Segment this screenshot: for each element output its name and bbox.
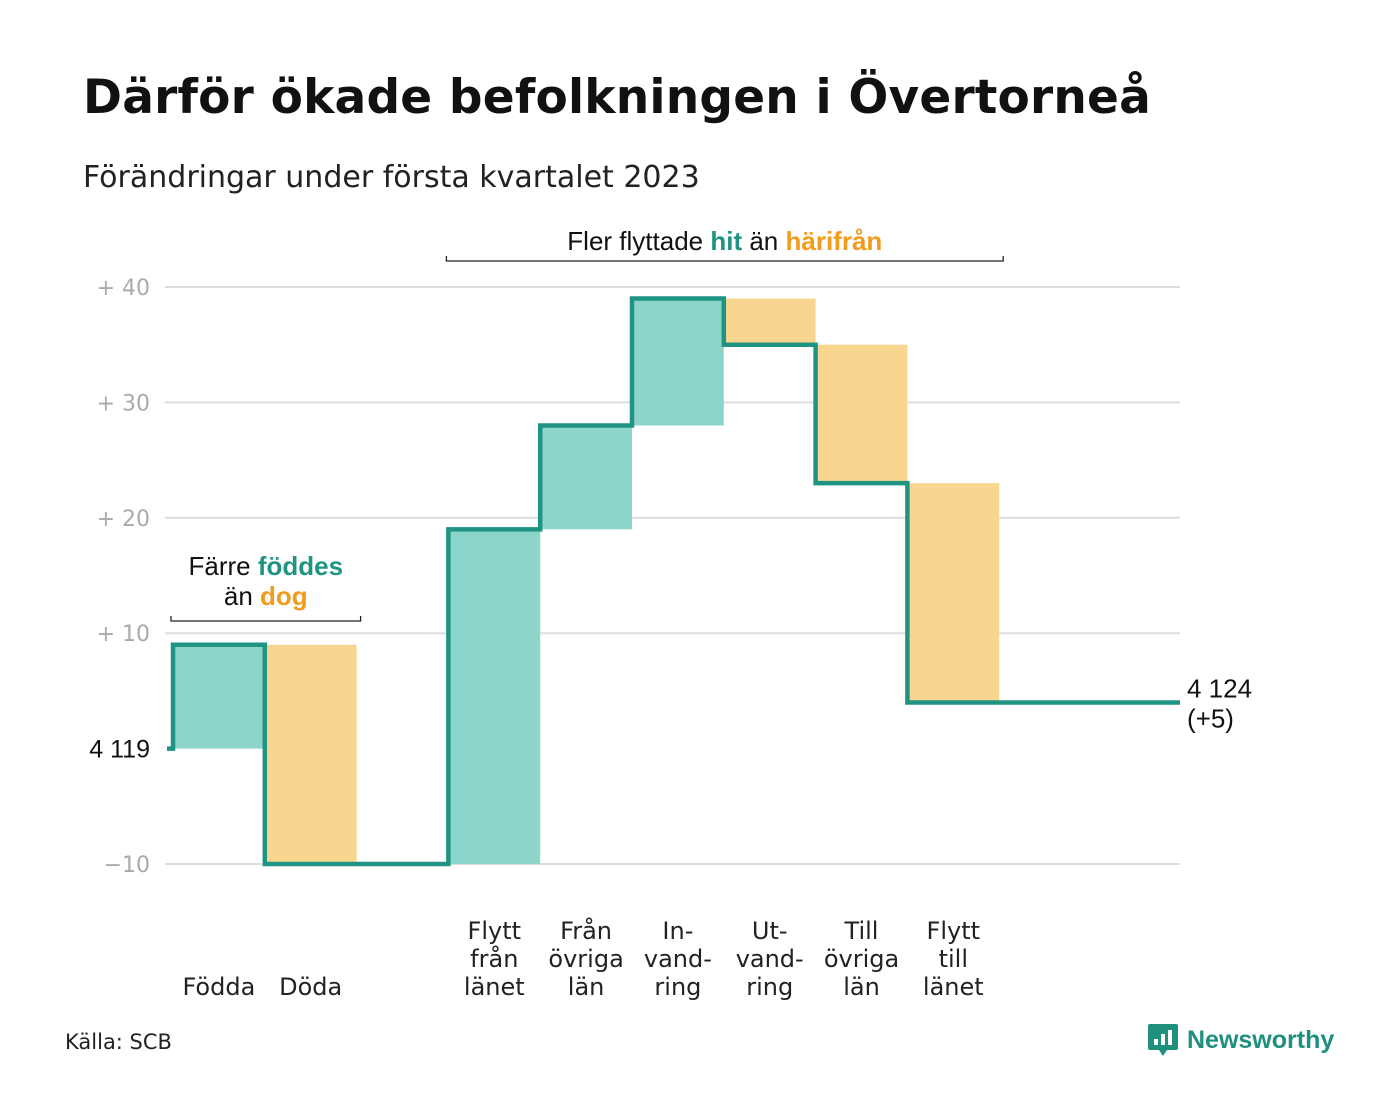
x-tick-label: Ut- [752,917,788,945]
x-tick-label: övriga [824,945,899,973]
x-tick-label: Från [560,916,612,945]
annotation-segment-plain: Fler flyttade [567,226,710,256]
newsworthy-logo: Newsworthy [1147,1022,1334,1058]
bar-decrease [723,298,816,345]
x-tick-label: vand- [644,945,712,973]
y-tick-label: −10 [104,853,150,878]
x-tick-label: ring [654,973,701,1001]
chart-title: Därför ökade befolkningen i Övertorneå [83,70,1152,125]
end-change-label: (+5) [1187,703,1234,733]
cumulative-step-line [167,296,1180,867]
category-labels: Födda DödaFlyttfrånlänetFrånövrigalänIn-v… [182,916,983,1001]
annotation: Fler flyttade hit än härifrån [445,226,1004,262]
bar-decrease [264,644,357,864]
x-tick-label: övriga [548,945,623,973]
end-value-label: 4 124 [1187,673,1252,703]
bar-decrease [907,483,1000,703]
bar-increase [448,529,541,864]
start-value-label: 4 119 [89,736,150,764]
x-tick-label: In- [662,917,693,945]
bar-increase [632,298,724,426]
grid: + 40 + 30 + 20 + 10 −10 [97,276,1180,878]
bars [173,298,1000,864]
x-tick-label: ring [746,973,793,1001]
annotation-segment-teal: föddes [258,551,343,581]
y-tick-label: + 10 [97,622,150,647]
x-tick-label: Flytt [927,917,981,945]
x-tick-label: Födda [182,973,255,1001]
y-tick-label: + 30 [97,391,150,416]
bar-increase [173,644,265,749]
annotation-segment-orange: dog [260,581,308,611]
x-tick-label: till [939,945,968,973]
x-tick-label: från [470,944,518,973]
x-tick-label: Till [844,917,879,945]
newsworthy-logo-icon [1148,1024,1178,1056]
annotation-bracket [170,616,362,622]
chart-subtitle: Förändringar under första kvartalet 2023 [83,160,700,195]
x-tick-label: länet [464,973,525,1001]
x-tick-label: län [843,973,880,1001]
x-tick-label: vand- [736,945,804,973]
annotation-segment-teal: hit [710,226,742,256]
x-tick-label: länet [923,973,984,1001]
annotation-text: Fler flyttade hit än härifrån [567,226,882,256]
y-tick-label: + 20 [97,507,150,532]
y-tick-label: + 40 [97,276,150,301]
x-tick-label: Flytt [468,917,522,945]
annotation-segment-orange: härifrån [785,226,882,256]
x-tick-label: Döda [279,973,342,1001]
annotation-text: än dog [224,581,308,611]
annotation-segment-plain: Färre [189,551,258,581]
annotation-text: Färre föddes [189,551,344,581]
source-note: Källa: SCB [65,1030,172,1054]
x-tick-label: län [568,973,605,1001]
logo-text: Newsworthy [1187,1025,1335,1054]
annotation-bracket [445,256,1004,262]
bar-decrease [815,344,908,484]
annotation-segment-plain: än [224,581,260,611]
bar-increase [540,425,632,530]
annotation-segment-plain: än [742,226,785,256]
